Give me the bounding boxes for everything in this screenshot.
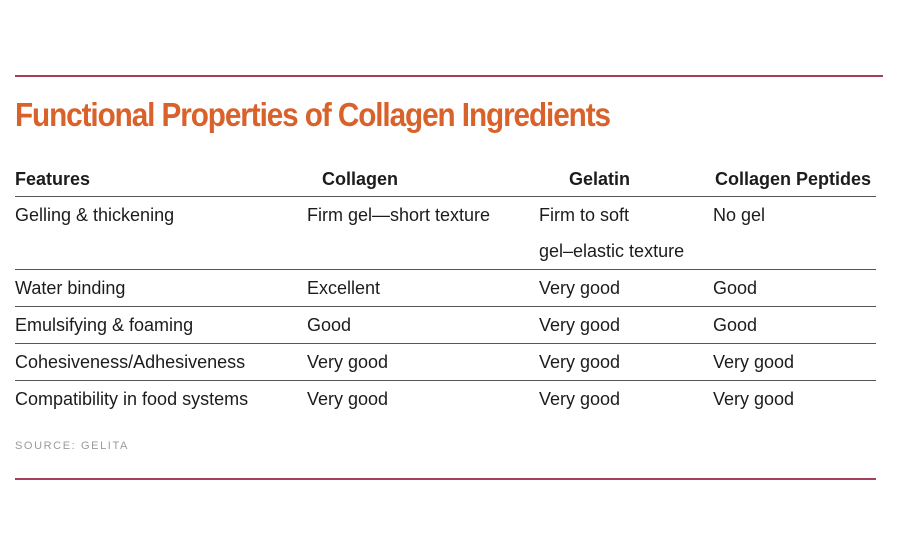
collagen-cell: Firm gel—short texture — [307, 196, 537, 270]
peptides-cell: No gel — [713, 196, 876, 270]
source-note: SOURCE: GELITA — [15, 440, 129, 452]
header-gelatin: Gelatin — [537, 162, 713, 197]
feature-cell: Compatibility in food systems — [15, 389, 249, 409]
page-title: Functional Properties of Collagen Ingred… — [15, 96, 611, 133]
peptides-cell: Good — [713, 269, 876, 307]
header-features: Features — [15, 162, 307, 197]
collagen-cell: Very good — [307, 389, 389, 409]
collagen-cell: Good — [307, 306, 537, 344]
gelatin-cell: Very good — [537, 306, 713, 344]
collagen-cell: Very good — [307, 343, 537, 381]
gelatin-cell-line: Firm to soft — [539, 205, 630, 225]
table-row: Cohesiveness/Adhesiveness Very good Very… — [15, 343, 876, 381]
feature-cell: Water binding — [15, 269, 307, 307]
gelatin-cell: Very good — [537, 269, 713, 307]
top-rule — [15, 75, 883, 77]
gelatin-cell: Very good — [537, 343, 713, 381]
feature-cell: Emulsifying & foaming — [15, 306, 307, 344]
feature-cell: Gelling & thickening — [15, 196, 307, 270]
table-row: Water binding Excellent Very good Good — [15, 269, 876, 307]
properties-table: Features Collagen Gelatin Collagen Pepti… — [15, 162, 876, 417]
header-row: Features Collagen Gelatin Collagen Pepti… — [15, 162, 876, 197]
table-row: Emulsifying & foaming Good Very good Goo… — [15, 306, 876, 344]
gelatin-cell-line: gel–elastic texture — [539, 241, 685, 261]
collagen-cell: Excellent — [307, 269, 537, 307]
table-row: Gelling & thickening Firm gel—short text… — [15, 196, 876, 270]
peptides-cell: Very good — [713, 343, 876, 381]
table-row: Compatibility in food systems Very good … — [15, 381, 876, 418]
peptides-cell: Very good — [713, 389, 795, 409]
header-collagen-peptides: Collagen Peptides — [713, 162, 876, 197]
gelatin-cell: Firm to soft gel–elastic texture — [537, 196, 713, 270]
peptides-cell: Good — [713, 306, 876, 344]
feature-cell: Cohesiveness/Adhesiveness — [15, 343, 307, 381]
gelatin-cell: Very good — [539, 389, 621, 409]
bottom-rule — [15, 478, 876, 480]
header-collagen: Collagen — [307, 162, 537, 197]
